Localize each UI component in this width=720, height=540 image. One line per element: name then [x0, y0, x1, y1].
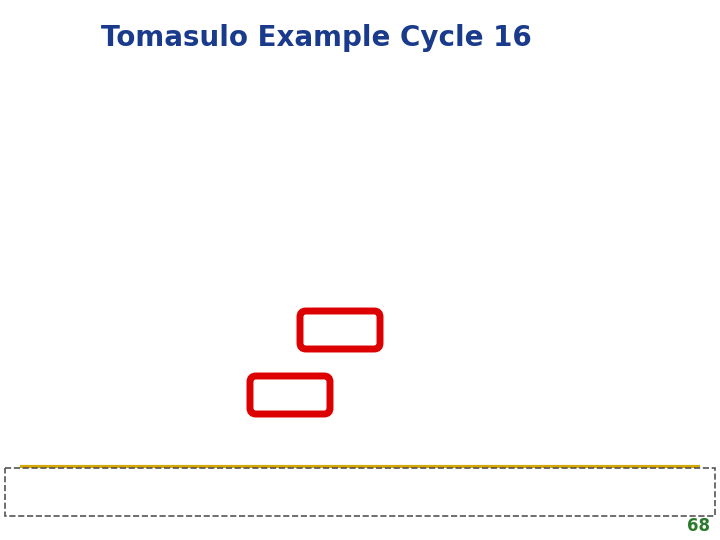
Text: •  Just waiting for Mult2 (DIVD) to complete: • Just waiting for Mult2 (DIVD) to compl… — [17, 482, 533, 502]
FancyBboxPatch shape — [250, 376, 330, 414]
Text: Tomasulo Example Cycle 16: Tomasulo Example Cycle 16 — [101, 24, 531, 52]
Text: 68: 68 — [687, 517, 710, 535]
Bar — [5, 468, 715, 516]
FancyBboxPatch shape — [300, 311, 380, 349]
